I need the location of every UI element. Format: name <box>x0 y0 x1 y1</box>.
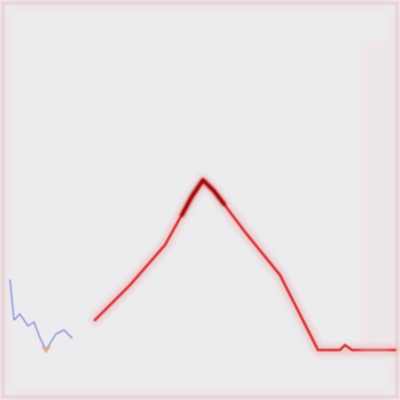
warm-blip <box>41 345 51 354</box>
border-frame-inner <box>7 7 393 393</box>
peak-line <box>93 178 397 352</box>
peak-crest <box>179 177 227 218</box>
wash-right <box>360 40 390 360</box>
peak-halo <box>90 175 400 355</box>
negative-line <box>9 279 73 351</box>
